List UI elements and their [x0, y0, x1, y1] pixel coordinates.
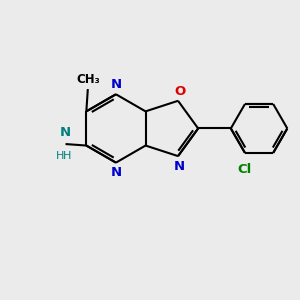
- Text: H: H: [56, 152, 64, 161]
- Text: N: N: [110, 166, 122, 179]
- Text: N: N: [110, 78, 122, 91]
- Text: H: H: [63, 152, 71, 161]
- Text: CH₃: CH₃: [76, 73, 100, 85]
- Text: N: N: [174, 160, 185, 173]
- Text: Cl: Cl: [238, 163, 252, 176]
- Text: O: O: [175, 85, 186, 98]
- Text: N: N: [60, 126, 71, 139]
